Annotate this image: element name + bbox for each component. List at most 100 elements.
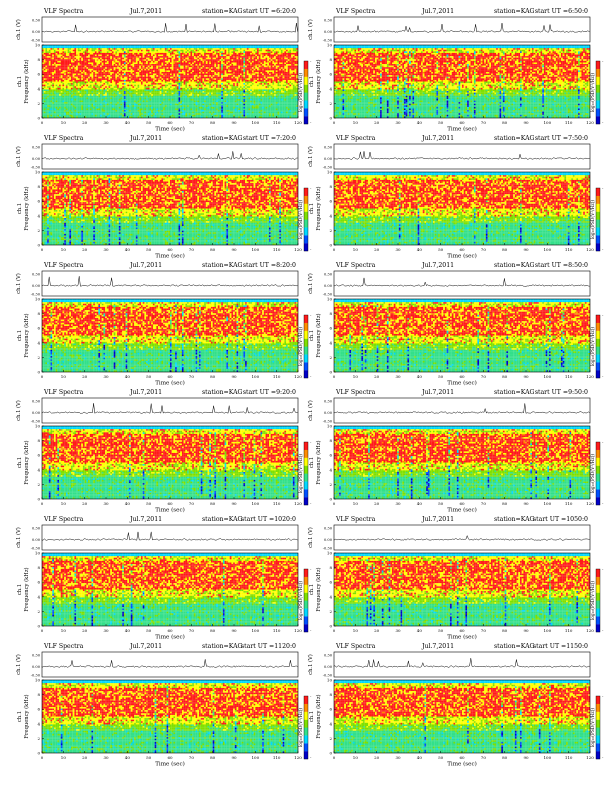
- spectrogram-cell: [103, 48, 105, 50]
- spectrogram-cell: [194, 91, 196, 93]
- spectrogram-cell: [185, 47, 187, 49]
- spectrogram-cell: [281, 80, 283, 82]
- spectrogram-cell: [131, 72, 133, 74]
- spectrogram-cell: [80, 50, 82, 52]
- spectrogram-cell: [209, 67, 211, 69]
- spectrogram-cell: [124, 80, 126, 82]
- spectrogram-cell: [192, 82, 194, 84]
- spectrogram-cell: [80, 66, 82, 68]
- spectrogram-cell: [184, 86, 186, 88]
- spectrogram-cell: [262, 82, 264, 84]
- spectrogram-cell: [213, 78, 215, 80]
- spectrogram-cell: [131, 91, 133, 93]
- spectrogram-cell: [119, 74, 121, 76]
- spectrogram-cell: [146, 88, 148, 90]
- spectrogram-cell: [213, 94, 215, 96]
- spectrogram-cell: [173, 47, 175, 49]
- spectrogram-cell: [245, 83, 247, 85]
- spectrogram-cell: [59, 72, 61, 74]
- spectrogram-cell: [177, 62, 179, 64]
- spectrogram-cell: [167, 67, 169, 69]
- spectrogram-cell: [201, 96, 203, 98]
- spectrogram-cell: [274, 94, 276, 96]
- spectrogram-cell: [85, 58, 87, 60]
- spectrogram-cell: [225, 70, 227, 72]
- spectrogram-cell: [218, 80, 220, 82]
- spectrogram-cell: [66, 55, 68, 57]
- spectrogram-cell: [225, 89, 227, 91]
- spectrogram-cell: [107, 67, 109, 69]
- spectrogram-cell: [226, 91, 228, 93]
- spectrogram-cell: [56, 88, 58, 90]
- spectrogram-cell: [216, 82, 218, 84]
- spectrogram-cell: [226, 94, 228, 96]
- spectrogram-cell: [201, 61, 203, 63]
- spectrogram-cell: [156, 59, 158, 61]
- spectrogram-cell: [129, 93, 131, 95]
- spectrogram-cell: [69, 69, 71, 71]
- spectrogram-cell: [254, 70, 256, 72]
- spectrogram-cell: [245, 94, 247, 96]
- spectrogram-cell: [93, 74, 95, 76]
- spectrogram-cell: [156, 62, 158, 64]
- spectrogram-cell: [68, 97, 70, 99]
- spectrogram-cell: [216, 64, 218, 66]
- spectrogram-cell: [223, 48, 225, 50]
- spectrogram-cell: [119, 88, 121, 90]
- spectrogram-cell: [260, 74, 262, 76]
- spectrogram-cell: [196, 94, 198, 96]
- spectrogram-cell: [208, 93, 210, 95]
- spectrogram-cell: [289, 70, 291, 72]
- spectrogram-cell: [245, 85, 247, 87]
- spectrogram-cell: [249, 55, 251, 57]
- spectrogram-cell: [226, 61, 228, 63]
- spectrogram-cell: [110, 86, 112, 88]
- spectrogram-cell: [206, 51, 208, 53]
- spectrogram-cell: [266, 82, 268, 84]
- spectrogram-cell: [216, 56, 218, 58]
- spectrogram-cell: [197, 51, 199, 53]
- spectrogram-cell: [105, 67, 107, 69]
- spectrogram-cell: [289, 86, 291, 88]
- spectrogram-cell: [156, 91, 158, 93]
- spectrogram-cell: [103, 91, 105, 93]
- spectrogram-cell: [214, 55, 216, 57]
- spectrogram-cell: [124, 70, 126, 72]
- spectrogram-cell: [206, 59, 208, 61]
- spectrogram-cell: [233, 66, 235, 68]
- spectrogram-cell: [279, 88, 281, 90]
- spectrogram-cell: [255, 58, 257, 60]
- spectrogram-cell: [257, 58, 259, 60]
- spectrogram-cell: [165, 70, 167, 72]
- spectrogram-cell: [124, 56, 126, 58]
- spectrogram-cell: [204, 55, 206, 57]
- spectrogram-cell: [201, 72, 203, 74]
- spectrogram-cell: [197, 50, 199, 52]
- spectrogram-cell: [192, 89, 194, 91]
- spectrogram-cell: [153, 83, 155, 85]
- spectrogram-cell: [223, 88, 225, 90]
- spectrogram-cell: [52, 66, 54, 68]
- spectrogram-cell: [131, 56, 133, 58]
- spectrogram-cell: [69, 96, 71, 98]
- spectrogram-cell: [165, 62, 167, 64]
- spectrogram-cell: [196, 78, 198, 80]
- spectrogram-cell: [59, 94, 61, 96]
- spectrogram-cell: [201, 93, 203, 95]
- spectrogram-cell: [189, 59, 191, 61]
- spectrogram-cell: [158, 69, 160, 71]
- spectrogram-cell: [197, 86, 199, 88]
- spectrogram-cell: [272, 61, 274, 63]
- spectrogram-cell: [250, 48, 252, 50]
- spectrogram-cell: [47, 48, 49, 50]
- spectrogram-cell: [61, 91, 63, 93]
- spectrogram-cell: [289, 78, 291, 80]
- spectrogram-cell: [208, 50, 210, 52]
- spectrogram-cell: [47, 80, 49, 82]
- spectrogram-cell: [272, 64, 274, 66]
- spectrogram-cell: [117, 66, 119, 68]
- spectrogram-cell: [98, 56, 100, 58]
- spectrogram-cell: [153, 70, 155, 72]
- spectrogram-cell: [219, 91, 221, 93]
- spectrogram-cell: [136, 66, 138, 68]
